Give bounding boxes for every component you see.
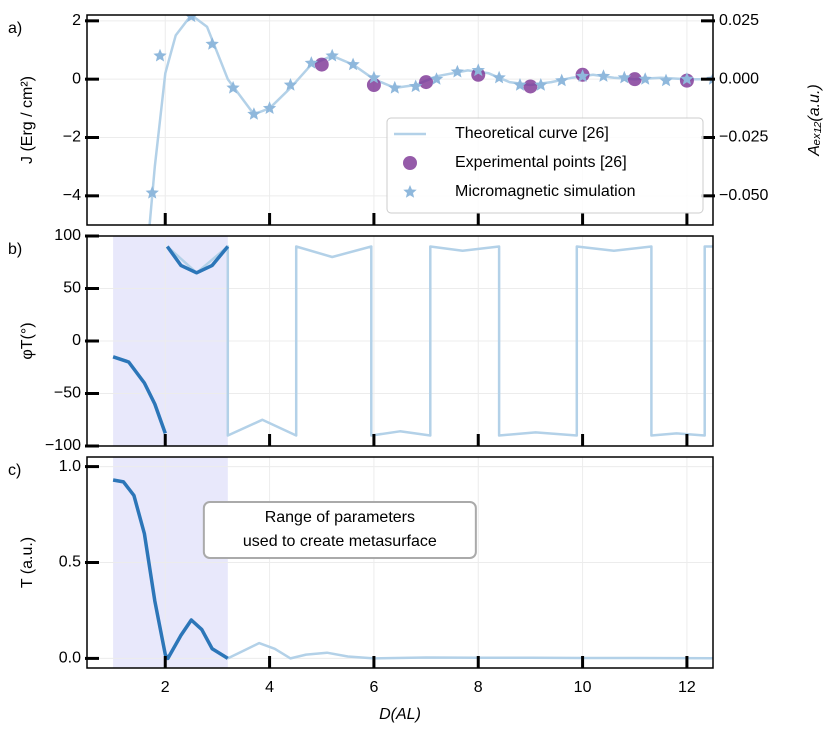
data-point	[247, 107, 261, 120]
x-tick-label: 6	[369, 679, 378, 696]
data-point	[346, 57, 360, 71]
y2-tick-label: −0.025	[719, 129, 768, 146]
data-point	[534, 78, 548, 91]
data-point	[555, 73, 569, 87]
line-series	[166, 245, 713, 437]
x-tick-label: 12	[678, 679, 696, 696]
y2-tick-label: −0.050	[719, 187, 768, 204]
data-point	[513, 78, 527, 91]
y2-axis-label: Aₑₓ₁₂(a.u.)	[806, 84, 823, 156]
y-tick-label: −4	[63, 187, 81, 204]
y-axis-label: J (Erg / cm²)	[19, 76, 36, 164]
x-tick-label: 2	[161, 679, 170, 696]
data-point	[429, 72, 444, 85]
data-point	[419, 75, 434, 90]
data-point	[226, 80, 240, 94]
data-point	[409, 79, 423, 93]
plot-frame	[86, 14, 714, 226]
y-tick-label: 0.5	[59, 554, 81, 571]
y-axis-label: φT(°)	[19, 322, 36, 359]
data-point	[367, 70, 381, 84]
y-tick-label: 1.0	[59, 458, 81, 475]
legend-box	[386, 117, 704, 214]
data-point	[283, 78, 298, 91]
data-point	[262, 101, 277, 114]
data-point	[185, 15, 198, 23]
y2-tick-label: 0.000	[719, 70, 759, 87]
legend-label: Experimental points [26]	[455, 154, 627, 171]
annotation-box	[202, 501, 477, 559]
x-tick-label: 10	[574, 679, 592, 696]
panel-label: b)	[8, 241, 22, 258]
data-point	[304, 56, 318, 69]
y-tick-label: −50	[54, 385, 81, 402]
y-tick-label: −100	[45, 437, 81, 454]
line-series	[227, 641, 713, 660]
data-point	[627, 72, 642, 87]
data-point	[617, 70, 631, 84]
panel-label: c)	[8, 462, 21, 479]
data-point	[205, 37, 219, 50]
data-point	[153, 48, 167, 62]
y-tick-label: −2	[63, 129, 81, 146]
data-point	[450, 64, 464, 78]
x-tick-label: 4	[265, 679, 274, 696]
legend-swatch	[403, 185, 417, 198]
y-tick-label: 100	[54, 227, 81, 244]
legend-label: Micromagnetic simulation	[455, 183, 636, 200]
data-point	[145, 185, 159, 199]
data-point	[492, 70, 506, 84]
data-point	[314, 57, 329, 72]
data-point	[325, 48, 339, 62]
y-tick-label: 0	[72, 332, 81, 349]
data-point	[471, 63, 485, 77]
data-point	[659, 73, 673, 87]
data-point	[523, 79, 538, 94]
data-point	[575, 69, 590, 82]
y-tick-label: 0	[72, 70, 81, 87]
y-axis-label: T (a.u.)	[19, 537, 36, 588]
y-tick-label: 50	[63, 280, 81, 297]
data-point	[638, 72, 652, 85]
panel-label: a)	[8, 20, 22, 37]
plot-area	[145, 15, 713, 225]
plot-area	[112, 245, 713, 437]
x-axis-label: D(AL)	[379, 706, 421, 723]
y-tick-label: 0.0	[59, 650, 81, 667]
y2-tick-label: 0.025	[719, 12, 759, 29]
data-point	[680, 72, 694, 85]
legend-label: Theoretical curve [26]	[455, 125, 609, 142]
data-point	[388, 80, 402, 94]
data-point	[596, 69, 611, 82]
annotation-text: used to create metasurface	[243, 533, 437, 550]
legend-swatch	[403, 156, 417, 170]
annotation-text: Range of parameters	[265, 509, 415, 526]
y-tick-label: 2	[72, 12, 81, 29]
line-series	[112, 245, 230, 434]
x-tick-label: 8	[474, 679, 483, 696]
data-point	[471, 67, 486, 82]
